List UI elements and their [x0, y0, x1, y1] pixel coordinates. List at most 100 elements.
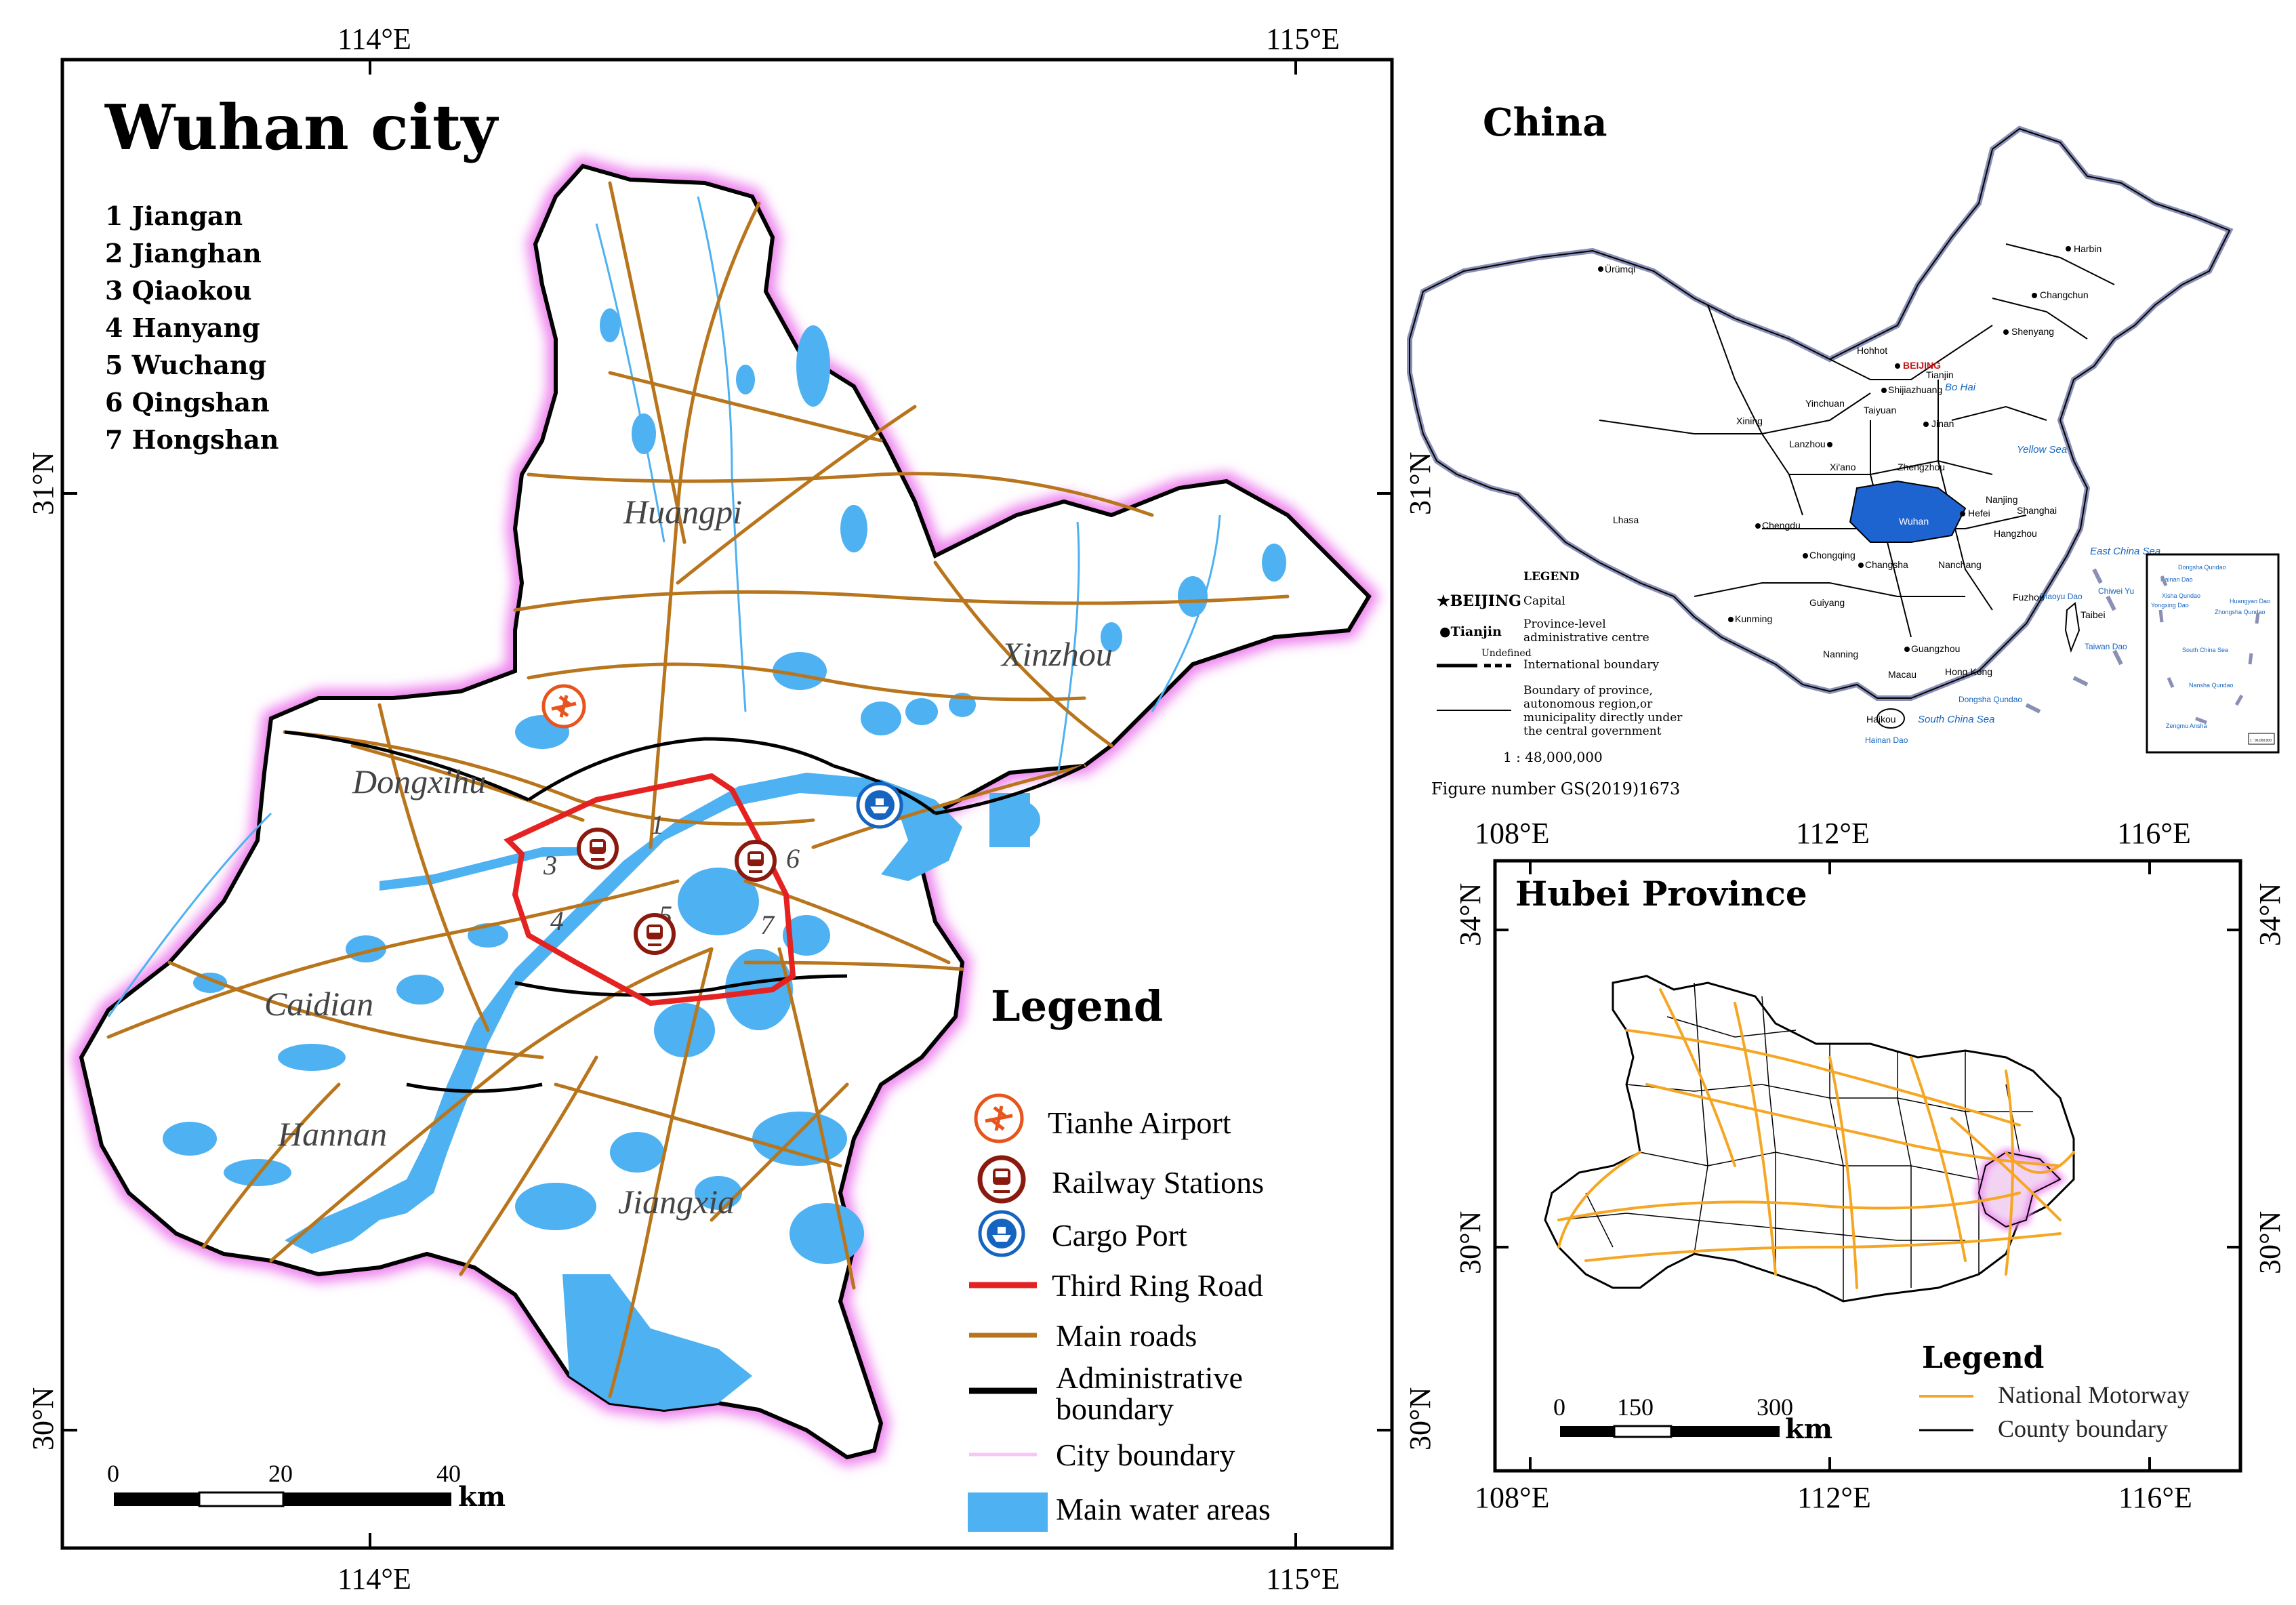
- liangzi-lake: [562, 1274, 752, 1410]
- city-label: Hefei: [1968, 508, 1990, 519]
- hubei-legend: Legend National Motorway County boundary: [1919, 1341, 2190, 1442]
- sea-label: Yellow Sea: [2017, 444, 2067, 455]
- hubei-scale-unit: km: [1785, 1413, 1832, 1445]
- city-label: Haikou: [1866, 714, 1896, 725]
- district-list-item: 1 Jiangan: [105, 201, 243, 231]
- hubei-legend-motorway: National Motorway: [1998, 1381, 2190, 1408]
- legend-label-water: Main water areas: [1056, 1492, 1271, 1526]
- city-label: Lhasa: [1613, 514, 1639, 525]
- lake: [678, 868, 759, 935]
- legend-label-admin-line: Administrative: [1056, 1360, 1243, 1395]
- china-legend-capital: Capital: [1523, 594, 1565, 608]
- district-number-7: 7: [760, 910, 775, 940]
- hubei-map-panel: 108°E 112°E 116°E 108°E 112°E 116°E 34°N…: [1454, 817, 2287, 1514]
- coord-bottom-115: 115°E: [1266, 1562, 1340, 1596]
- city-dots: [1598, 246, 2071, 652]
- city-label: Changsha: [1865, 559, 1908, 570]
- area-label-huangpi: Huangpi: [623, 493, 742, 531]
- city-label: Hong Kong: [1945, 666, 1992, 677]
- hainan-island: [1877, 708, 1905, 729]
- scale-tick-0: 0: [107, 1460, 119, 1487]
- city-label: Shenyang: [2011, 326, 2054, 337]
- lake: [905, 698, 938, 725]
- city-label: Taibei: [2080, 609, 2106, 620]
- scale-tick-20: 20: [268, 1460, 293, 1487]
- area-label-jiangxia: Jiangxia: [618, 1183, 735, 1221]
- taiwan-island: [2064, 602, 2080, 653]
- inset-label: Zhongsha Qundao: [2215, 609, 2266, 615]
- coord-hubei-bottom-112: 112°E: [1797, 1481, 1871, 1514]
- china-legend-provbound-line: autonomous region,or: [1523, 697, 1653, 711]
- coord-hubei-right-30: 30°N: [2253, 1211, 2287, 1274]
- area-label-xinzhou: Xinzhou: [1000, 635, 1113, 673]
- city-label: Nanning: [1823, 649, 1858, 659]
- wuhan-scale-bar: 0 20 40 km: [107, 1460, 506, 1513]
- china-legend-provbound: Boundary of province, autonomous region,…: [1523, 684, 1686, 738]
- sea-label: Bo Hai: [1945, 382, 1976, 393]
- city-label: Changchun: [2040, 289, 2089, 300]
- hubei-title: Hubei Province: [1515, 874, 1807, 914]
- coord-hubei-bottom-116: 116°E: [2118, 1481, 2192, 1514]
- wuhan-title: Wuhan city: [104, 91, 499, 164]
- island-label: Chiwei Yu: [2098, 586, 2134, 596]
- china-outline: [1407, 125, 2234, 701]
- district-number-6: 6: [786, 843, 800, 874]
- legend-label-railway: Railway Stations: [1052, 1165, 1264, 1200]
- area-label-hannan: Hannan: [277, 1115, 387, 1153]
- legend-label-admin-line: boundary: [1056, 1391, 1174, 1426]
- china-legend-prov-line: Province-level: [1523, 617, 1606, 631]
- airport-icon: [541, 684, 586, 729]
- city-label: Chengdu: [1762, 520, 1801, 531]
- boundary-dashes: [2025, 568, 2123, 714]
- china-city-labels: Ürümqi Harbin Changchun Shenyang Hohhot …: [1605, 243, 2106, 725]
- coord-left-31: 31°N: [26, 452, 60, 515]
- lake: [783, 915, 830, 956]
- island-label: Dongsha Qundao: [1959, 695, 2022, 704]
- district-list-item: 4 Hanyang: [105, 312, 260, 343]
- sea-label: East China Sea: [2090, 546, 2160, 557]
- railway-station-icon: [634, 913, 676, 955]
- legend-label-roads: Main roads: [1056, 1318, 1197, 1353]
- coord-right-31: 31°N: [1403, 452, 1437, 515]
- inset-label: Hainan Dao: [2160, 576, 2193, 583]
- admin-boundaries: [284, 730, 1086, 1093]
- china-legend-prov-symbol: ●Tianjin: [1439, 624, 1502, 639]
- lake: [610, 1132, 664, 1173]
- district-list-item: 7 Hongshan: [105, 424, 279, 455]
- coord-bottom-114: 114°E: [337, 1562, 411, 1596]
- china-legend-intl: International boundary: [1523, 658, 1659, 672]
- south-china-sea-inset: Dongsha Qundao Hainan Dao Xisha Qundao Y…: [2146, 553, 2280, 754]
- city-land: [79, 163, 1372, 1460]
- lake: [654, 1003, 715, 1057]
- wuhan-map-panel: 114°E 115°E 114°E 115°E 31°N 30°N 31°N 3…: [26, 22, 1437, 1596]
- city-label: Xining: [1736, 415, 1763, 426]
- china-legend-capital-symbol: ★BEIJING: [1437, 592, 1521, 610]
- area-label-caidian: Caidian: [264, 985, 373, 1023]
- city-label: Shanghai: [2017, 505, 2057, 516]
- china-map-panel: China: [1407, 100, 2280, 798]
- coord-left-30: 30°N: [26, 1387, 60, 1450]
- city-label: Guiyang: [1809, 597, 1845, 608]
- lake: [796, 325, 830, 407]
- china-legend-provbound-line: the central government: [1523, 725, 1662, 738]
- island-label: Hainan Dao: [1865, 735, 1908, 745]
- hubei-highlight: [1849, 480, 1967, 543]
- inset-label: Huangyan Dao: [2230, 598, 2270, 605]
- legend-label-port: Cargo Port: [1052, 1218, 1187, 1253]
- lake: [773, 652, 827, 690]
- inset-label: Dongsha Qundao: [2178, 564, 2226, 571]
- coord-hubei-bottom-108: 108°E: [1475, 1481, 1549, 1514]
- lake: [1178, 576, 1208, 617]
- china-legend-provbound-line: Boundary of province,: [1523, 684, 1653, 697]
- china-legend-prov-line: administrative centre: [1523, 631, 1649, 645]
- area-label-dongxihu: Dongxihu: [352, 763, 486, 800]
- national-motorways: [1557, 988, 2075, 1289]
- city-label: Wuhan: [1899, 516, 1929, 527]
- city-label: Chongqing: [1809, 550, 1856, 561]
- inset-label: Nansha Qundao: [2189, 682, 2234, 689]
- lake: [163, 1122, 217, 1156]
- scale-tick-40: 40: [436, 1460, 461, 1487]
- lake: [515, 1183, 596, 1230]
- railway-icon: [977, 1155, 1026, 1204]
- legend-label-admin: Administrative boundary: [1056, 1360, 1250, 1426]
